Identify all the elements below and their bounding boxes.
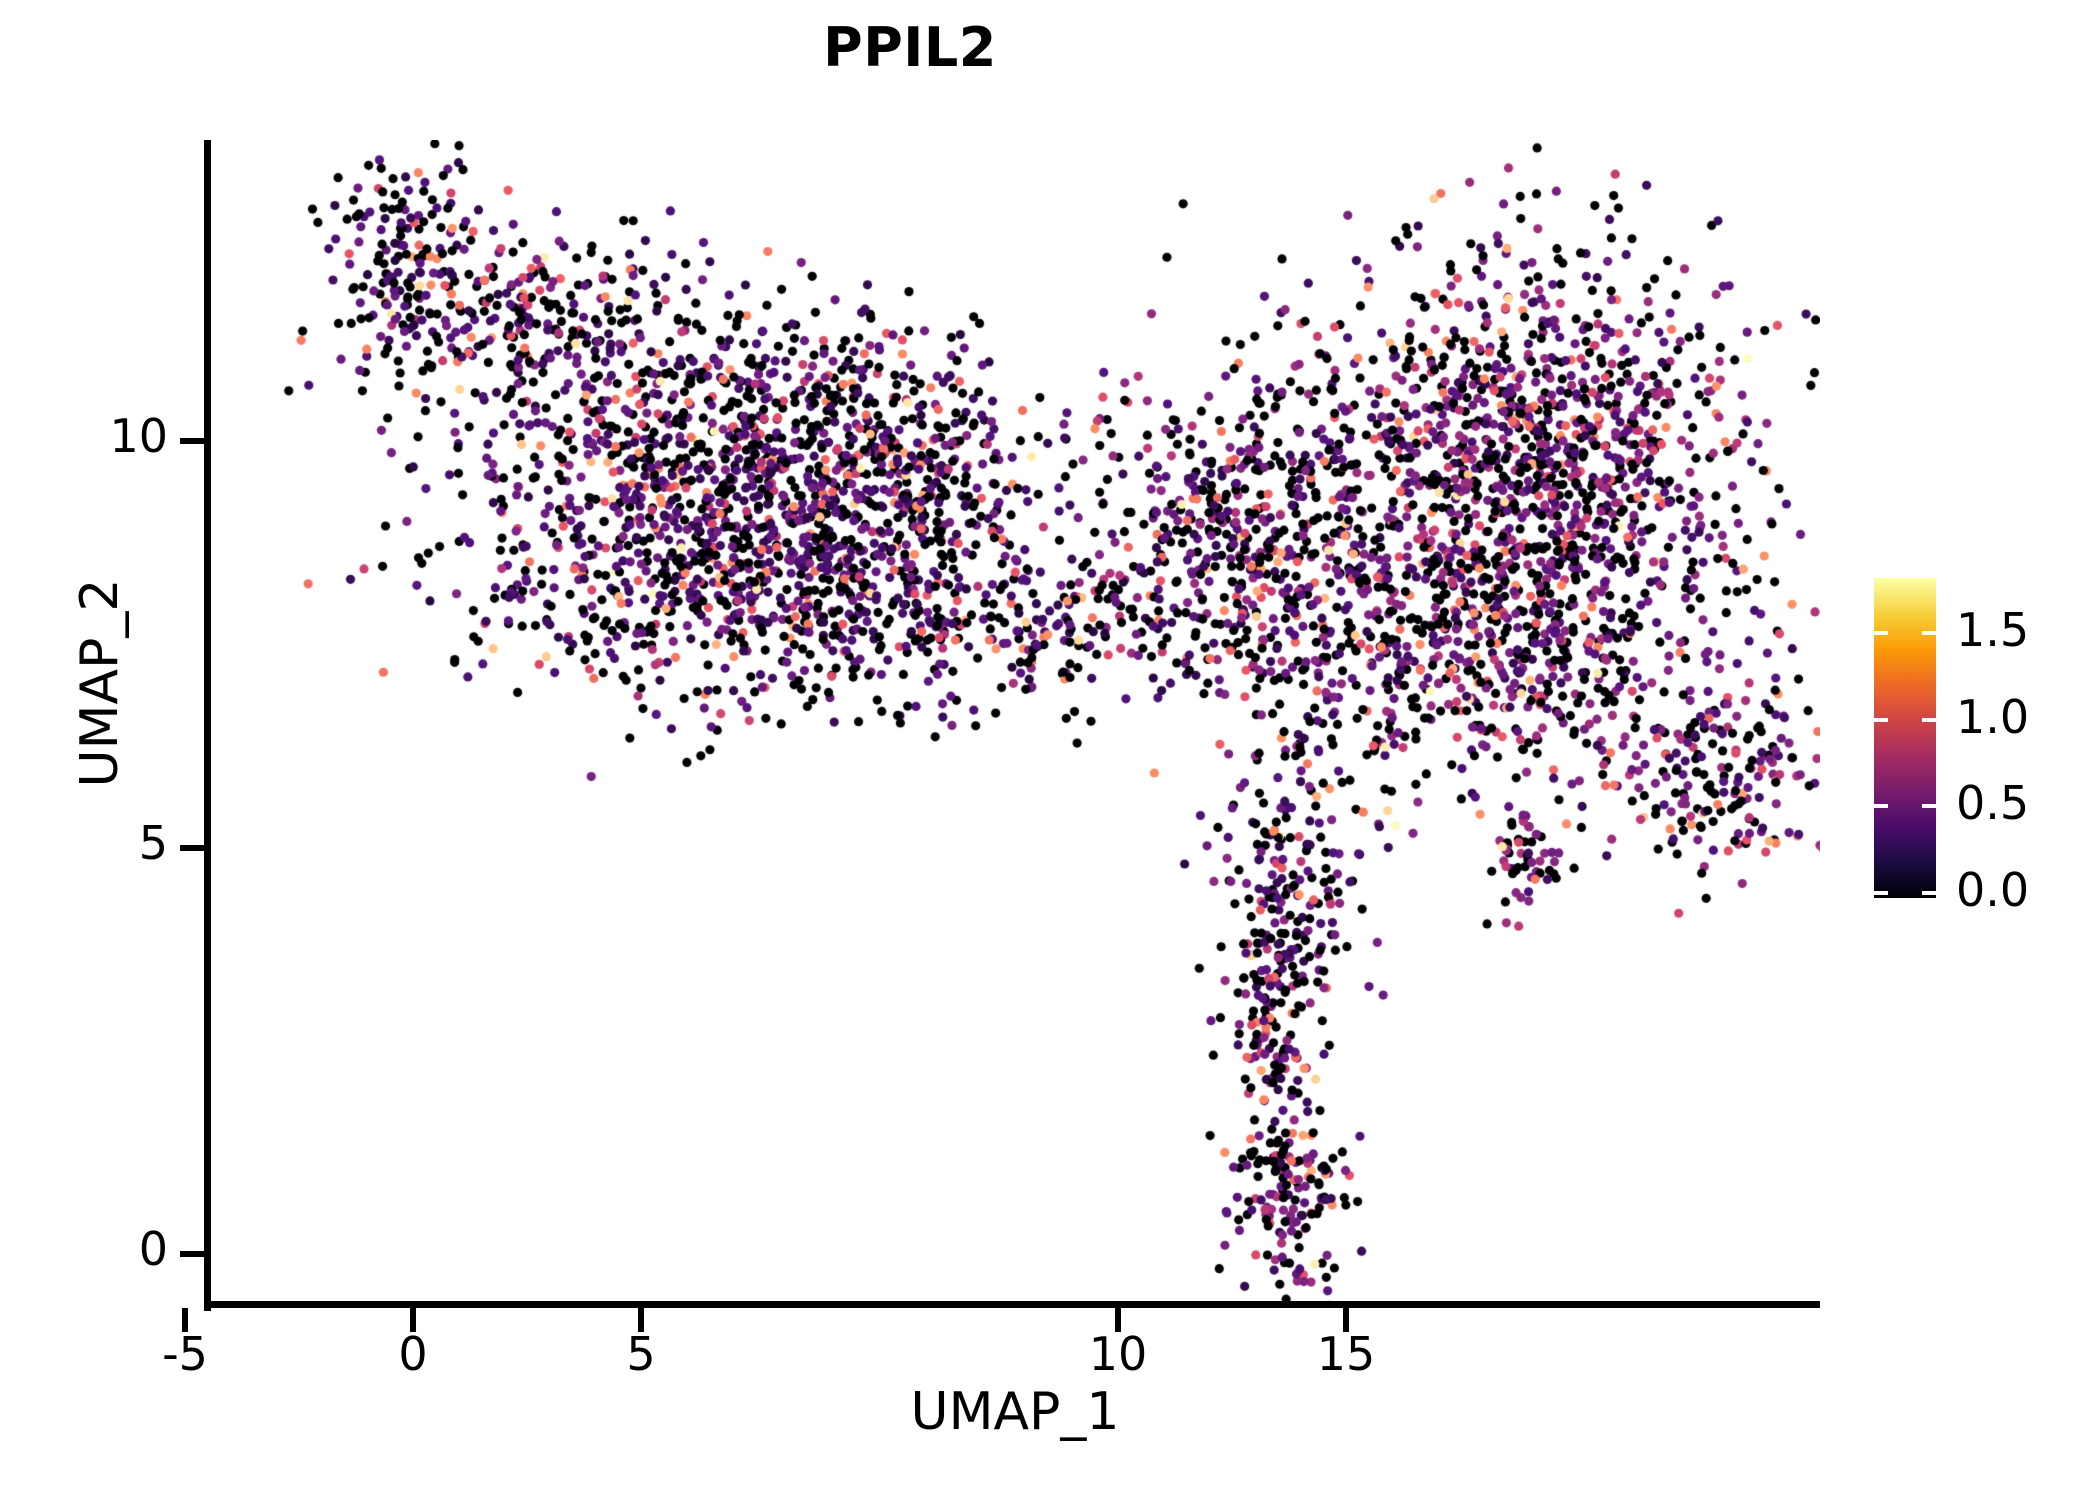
colorbar-tick-0_0-right xyxy=(1922,891,1936,895)
y-tick-label-0: 0 xyxy=(138,1222,168,1276)
colorbar-tick-0_5-left xyxy=(1874,804,1888,808)
y-tick-label-5: 5 xyxy=(138,816,168,870)
colorbar-gradient-bar xyxy=(1874,578,1936,898)
colorbar-tick-0_0-left xyxy=(1874,891,1888,895)
x-tick-label-15: 15 xyxy=(1316,1327,1376,1381)
x-tick-label-0: 0 xyxy=(398,1327,428,1381)
colorbar-tick-1_5-left xyxy=(1874,631,1888,635)
y-tick-mark-0 xyxy=(180,1251,204,1257)
colorbar-tick-1_5-right xyxy=(1922,631,1936,635)
colorbar-tick-0_5-right xyxy=(1922,804,1936,808)
colorbar-label-0_5: 0.5 xyxy=(1956,776,2030,830)
x-tick-mark-0 xyxy=(410,1308,416,1332)
x-tick-mark-10 xyxy=(1115,1308,1121,1332)
scatter-plot-canvas xyxy=(210,140,1820,1307)
colorbar-tick-1_0-right xyxy=(1922,718,1936,722)
x-axis-spine xyxy=(204,1301,1820,1308)
colorbar-label-1_0: 1.0 xyxy=(1956,690,2030,744)
plot-area xyxy=(210,140,1820,1307)
colorbar-label-1_5: 1.5 xyxy=(1956,603,2030,657)
y-tick-label-10: 10 xyxy=(109,409,168,463)
colorbar-label-0_0: 0.0 xyxy=(1956,863,2030,917)
y-axis-title: UMAP_2 xyxy=(70,578,130,788)
x-tick-label-10: 10 xyxy=(1088,1327,1148,1381)
x-tick-mark-5 xyxy=(638,1308,644,1332)
x-tick-mark-minus5 xyxy=(182,1308,188,1332)
x-tick-label-minus5: -5 xyxy=(162,1327,208,1381)
page-title: PPIL2 xyxy=(823,16,997,79)
colorbar-legend: 1.5 1.0 0.5 0.0 xyxy=(1874,578,2094,917)
x-tick-mark-15 xyxy=(1343,1308,1349,1332)
x-tick-label-5: 5 xyxy=(626,1327,656,1381)
colorbar-tick-1_0-left xyxy=(1874,718,1888,722)
y-tick-mark-10 xyxy=(180,438,204,444)
x-axis-title: UMAP_1 xyxy=(910,1382,1120,1442)
y-axis-spine xyxy=(204,140,211,1311)
y-tick-mark-5 xyxy=(180,845,204,851)
